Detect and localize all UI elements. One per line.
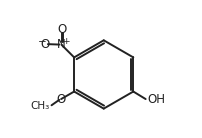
Text: OH: OH — [147, 93, 165, 106]
Text: −: − — [38, 37, 47, 47]
Text: CH₃: CH₃ — [30, 101, 49, 111]
Text: O: O — [57, 23, 66, 36]
Text: O: O — [41, 38, 50, 51]
Text: O: O — [57, 93, 66, 106]
Text: N: N — [57, 38, 66, 51]
Text: +: + — [62, 37, 69, 46]
